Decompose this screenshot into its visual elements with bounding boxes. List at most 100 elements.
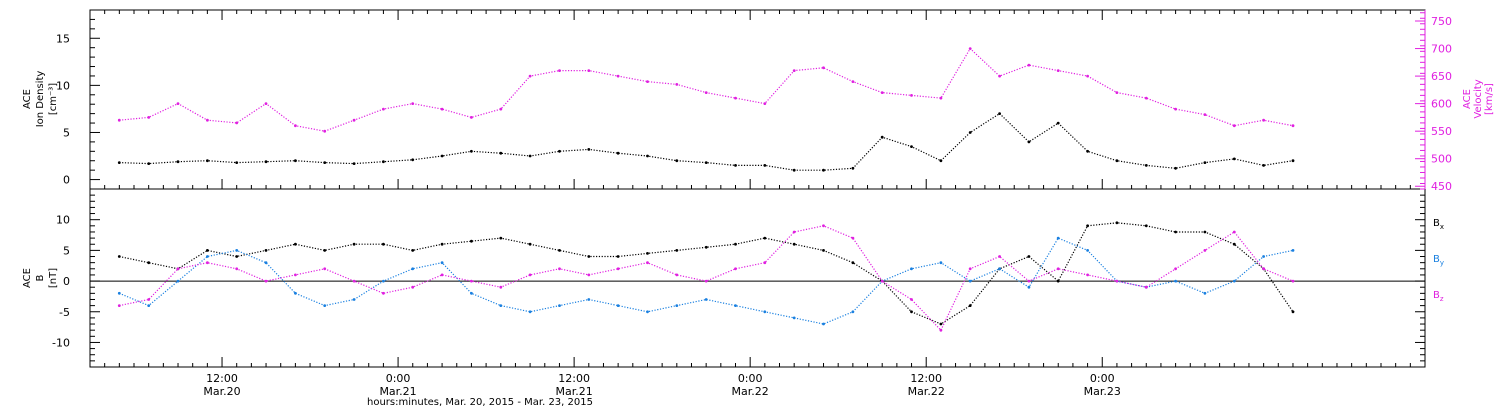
- top-point-velocity: [1027, 63, 1031, 67]
- top-point-velocity: [323, 129, 327, 133]
- bottom-point-bx: [1086, 224, 1089, 228]
- top-point-ion-density: [910, 145, 913, 149]
- bottom-point-bx: [470, 239, 473, 243]
- bottom-point-bx: [1027, 255, 1031, 258]
- bottom-point-bx: [822, 249, 825, 252]
- top-point-ion-density: [558, 149, 561, 153]
- bottom-point-bx: [792, 242, 796, 246]
- bottom-point-by: [352, 298, 356, 301]
- top-point-velocity: [763, 102, 767, 105]
- x-tick-time-label: 0:00: [1090, 372, 1115, 385]
- top-point-ion-density: [235, 161, 239, 165]
- bottom-point-by: [382, 279, 385, 283]
- top-point-velocity: [675, 83, 679, 86]
- bottom-panel-series: [117, 221, 1295, 332]
- top-point-ion-density: [294, 159, 297, 163]
- bottom-point-bz: [411, 285, 415, 289]
- top-point-ion-density: [264, 160, 268, 164]
- top-left-ylabel-2: Ion Density: [35, 71, 46, 128]
- top-point-velocity: [1262, 118, 1265, 122]
- top-point-velocity: [499, 107, 503, 111]
- bottom-point-bx: [499, 236, 503, 240]
- bottom-left-tick-label: 5: [63, 244, 70, 257]
- top-point-velocity: [616, 74, 620, 78]
- bottom-point-bx: [1291, 310, 1295, 314]
- top-right-ylabel-1: ACE: [1462, 89, 1473, 109]
- top-right-ylabel-2: Velocity: [1473, 79, 1484, 118]
- top-right-tick-label: 700: [1431, 43, 1452, 56]
- bottom-point-by: [147, 304, 151, 307]
- bottom-point-bx: [763, 236, 767, 240]
- bottom-point-by: [294, 291, 297, 295]
- bottom-point-bz: [1232, 230, 1236, 234]
- bottom-point-by: [235, 249, 239, 252]
- bottom-point-bx: [616, 255, 620, 258]
- bottom-point-bz: [939, 328, 943, 332]
- bottom-point-bz: [1203, 249, 1207, 252]
- bottom-point-bx: [587, 255, 591, 258]
- bottom-point-bx: [704, 245, 708, 249]
- x-tick-time-label: 12:00: [558, 372, 590, 385]
- bottom-point-bz: [1115, 279, 1119, 283]
- bottom-point-by: [822, 322, 825, 326]
- top-point-velocity: [294, 124, 297, 128]
- top-point-velocity: [939, 96, 943, 100]
- bottom-point-bz: [704, 279, 708, 283]
- top-point-ion-density: [1291, 159, 1295, 163]
- bottom-point-by: [910, 267, 913, 271]
- bottom-point-bz: [1291, 279, 1295, 283]
- top-point-velocity: [264, 102, 268, 105]
- top-point-velocity: [528, 74, 532, 78]
- top-point-velocity: [1232, 124, 1236, 128]
- bottom-point-by: [851, 310, 855, 314]
- top-point-ion-density: [1174, 166, 1177, 170]
- bottom-point-bx: [1115, 221, 1119, 225]
- top-point-ion-density: [646, 154, 649, 158]
- bottom-point-by: [1086, 249, 1089, 252]
- bottom-point-by: [1174, 279, 1177, 283]
- x-tick-date-label: Mar.21: [379, 385, 416, 398]
- bottom-point-bz: [1086, 273, 1089, 277]
- bottom-left-tick-label: -5: [59, 306, 70, 319]
- x-tick-date-label: Mar.20: [203, 385, 240, 398]
- bottom-point-bz: [235, 267, 239, 271]
- bottom-series-by-line: [119, 237, 1294, 325]
- bottom-point-bx: [1232, 242, 1236, 246]
- top-point-ion-density: [1027, 140, 1031, 144]
- top-point-ion-density: [587, 148, 591, 151]
- top-point-ion-density: [939, 159, 943, 163]
- bottom-point-bx: [910, 310, 913, 314]
- top-point-velocity: [1291, 124, 1295, 128]
- top-point-velocity: [822, 66, 825, 70]
- top-point-velocity: [382, 107, 385, 111]
- top-left-axis-ticks: 0 5 10 15: [56, 9, 100, 190]
- top-point-ion-density: [411, 158, 415, 162]
- top-point-ion-density: [528, 154, 532, 158]
- bottom-point-by: [675, 304, 679, 307]
- top-point-ion-density: [440, 154, 444, 158]
- bottom-point-bz: [206, 261, 209, 265]
- bottom-point-by: [704, 298, 708, 301]
- top-left-ylabel-3: [cm⁻³]: [48, 83, 59, 115]
- top-series-ion-density-line: [119, 112, 1294, 171]
- top-right-tick-label: 450: [1431, 180, 1452, 193]
- bottom-point-bz: [382, 291, 385, 295]
- top-right-tick-label: 600: [1431, 98, 1452, 111]
- top-panel-series: [117, 47, 1295, 172]
- bottom-left-ylabel-3: [nT]: [48, 268, 59, 288]
- top-point-ion-density: [704, 161, 708, 165]
- bottom-point-bx: [734, 242, 737, 246]
- bottom-point-bz: [998, 255, 1001, 258]
- bottom-point-bz: [646, 261, 649, 265]
- x-tick-time-label: 12:00: [910, 372, 942, 385]
- top-point-velocity: [558, 69, 561, 72]
- top-point-velocity: [235, 121, 239, 125]
- bottom-point-bz: [1056, 267, 1060, 271]
- bottom-point-bx: [1174, 230, 1177, 234]
- top-left-tick-label: 10: [56, 79, 70, 92]
- top-point-ion-density: [1115, 159, 1119, 163]
- top-point-ion-density: [382, 160, 385, 164]
- top-right-ylabel-3: [km/s]: [1484, 83, 1495, 115]
- bottom-point-bx: [206, 249, 209, 252]
- top-point-ion-density: [352, 162, 356, 166]
